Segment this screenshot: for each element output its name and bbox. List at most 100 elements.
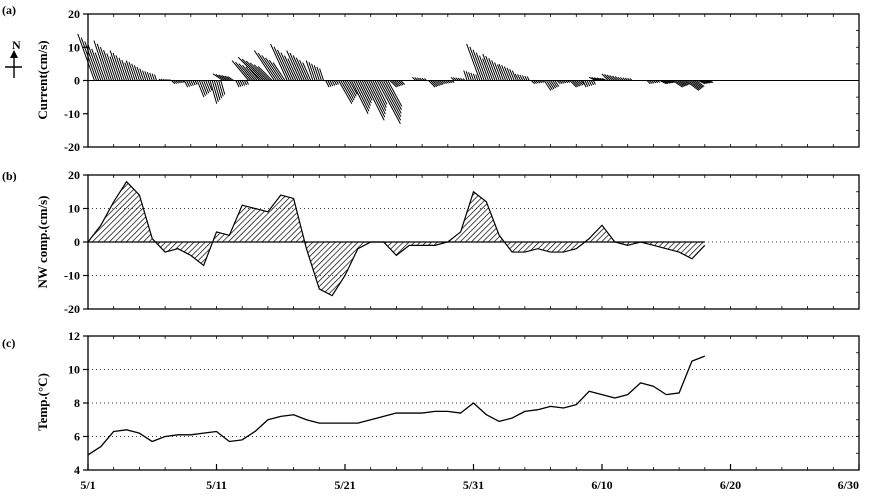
current-vector-stick (434, 80, 441, 86)
current-vector-stick (128, 61, 136, 81)
current-vector-stick (695, 80, 705, 87)
current-vector-stick (87, 44, 102, 81)
current-vector-stick (455, 77, 459, 81)
x-tick-label: 5/31 (463, 478, 484, 492)
current-vector-stick (428, 80, 436, 88)
current-vector-stick (215, 73, 226, 81)
current-vector-stick (704, 80, 711, 84)
current-vector-stick (676, 80, 686, 87)
current-vector-stick (325, 80, 330, 88)
current-vector-stick (243, 80, 248, 86)
current-vector-stick (125, 60, 134, 81)
panel-c-label: (c) (2, 336, 15, 350)
current-vector-stick (624, 77, 629, 81)
current-vector-stick (400, 80, 406, 85)
current-vector-stick (295, 57, 307, 81)
current-vector-stick (218, 74, 228, 81)
current-vector-stick (519, 74, 524, 81)
current-vector-stick (491, 60, 500, 81)
current-vector-stick (416, 77, 421, 81)
current-vector-stick (565, 80, 569, 84)
current-vector-stick (139, 68, 145, 81)
current-vector-stick (213, 80, 221, 101)
current-vector-stick (268, 59, 284, 81)
current-vector-stick (277, 49, 292, 81)
current-vector-stick (239, 80, 244, 87)
x-tick-label: 5/11 (206, 478, 227, 492)
current-vector-stick (535, 80, 539, 84)
current-vector-stick (567, 80, 571, 83)
current-vector-stick (372, 80, 387, 108)
panel-b-label: (b) (2, 169, 17, 183)
current-vector-stick (289, 52, 303, 81)
current-vector-stick (311, 63, 318, 81)
y-tick-label: -20 (64, 140, 80, 154)
current-vector-stick (338, 80, 353, 105)
panel-b-nw-component: (b) NW comp.(cm/s) 20 10 0 -10 -20 (2, 168, 860, 316)
y-tick-label: -10 (64, 107, 80, 121)
current-vector-stick (698, 80, 706, 85)
current-vector-stick (265, 57, 282, 81)
current-vector-stick (524, 75, 528, 81)
current-vector-stick (353, 80, 370, 112)
y-tick-label: 10 (68, 363, 80, 377)
current-vector-stick (241, 58, 264, 81)
current-vector-stick (270, 43, 288, 81)
current-vector-stick (594, 77, 601, 81)
current-vector-stick (313, 65, 320, 81)
current-vector-stick (419, 77, 423, 81)
current-vector-stick (586, 80, 591, 87)
current-vector-stick (670, 80, 675, 83)
current-vector-stick (472, 73, 477, 81)
current-vector-stick (389, 80, 397, 88)
current-vector-stick (545, 80, 553, 90)
current-vector-stick (391, 80, 399, 87)
current-vector-stick (663, 80, 670, 84)
current-vector-stick (368, 80, 386, 115)
current-vector-stick (571, 80, 579, 87)
current-vector-stick (96, 43, 110, 81)
current-vector-stick (166, 79, 169, 81)
y-tick-label: 20 (68, 168, 80, 182)
current-vector-stick (357, 80, 371, 106)
current-vector-stick (560, 80, 565, 84)
current-vector-stick (237, 56, 262, 81)
current-vector-stick (554, 80, 560, 87)
current-vector-stick (149, 72, 153, 81)
current-vector-stick (550, 80, 557, 89)
current-vector-stick (706, 80, 712, 84)
current-vector-stick (539, 80, 543, 84)
current-vector-stick (93, 40, 108, 81)
y-tick-label: 0 (74, 74, 80, 88)
current-vector-stick (599, 77, 605, 81)
current-vector-stick (190, 80, 194, 86)
current-vector-stick (398, 80, 404, 86)
current-vector-stick (629, 78, 633, 81)
north-indicator-label: N (12, 38, 21, 52)
current-vector-stick (350, 80, 369, 114)
y-tick-label: 20 (68, 7, 80, 21)
current-vector-stick (655, 80, 659, 84)
current-vector-stick (160, 78, 163, 81)
nw-component-line (87, 180, 706, 297)
current-vector-stick (121, 59, 130, 81)
current-vector-stick (84, 41, 100, 81)
current-vector-stick (179, 80, 183, 84)
current-vector-stick (115, 55, 125, 81)
panel-a-label: (a) (2, 3, 16, 17)
current-vector-stick (674, 80, 685, 88)
current-vector-stick (94, 52, 106, 81)
current-vector-stick (609, 75, 616, 81)
current-vector-stick (691, 80, 703, 89)
current-vector-stick (687, 80, 701, 91)
current-vector-stick (144, 71, 149, 81)
current-vector-stick (131, 63, 138, 81)
panel-b-ylabel: NW comp.(cm/s) (35, 196, 50, 289)
y-tick-label: 12 (68, 329, 80, 343)
current-vector-stick (319, 68, 325, 81)
current-vector-stick (591, 76, 598, 81)
x-tick-label: 6/20 (720, 478, 741, 492)
current-vector-stick (573, 80, 581, 87)
current-vector-stick (612, 75, 618, 81)
current-vector-stick (305, 60, 314, 81)
